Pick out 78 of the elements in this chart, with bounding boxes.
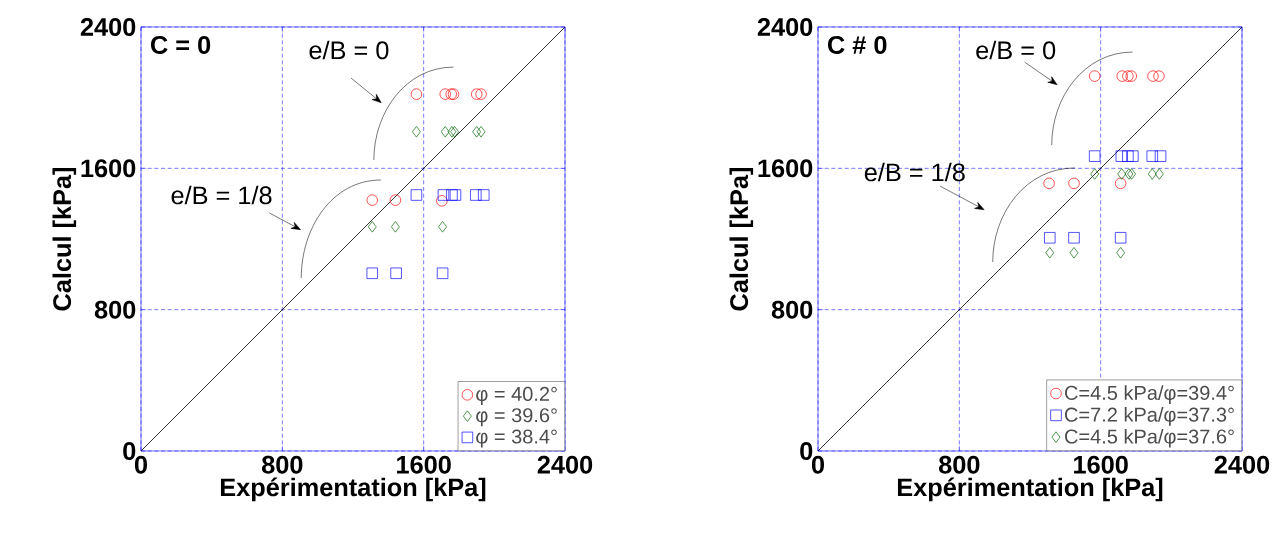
- point: [1154, 168, 1164, 180]
- point: [1147, 70, 1159, 82]
- point: [472, 126, 482, 138]
- legend-label: C=7.2 kPa/φ=37.3°: [1065, 407, 1234, 426]
- point: [389, 194, 402, 206]
- point: [1044, 232, 1056, 244]
- point: [436, 195, 448, 207]
- x-tick-label: 2400: [1214, 455, 1270, 474]
- point: [1116, 70, 1128, 82]
- legend-label: C=4.5 kPa/φ=37.6°: [1065, 428, 1234, 448]
- point: [391, 221, 400, 233]
- point: [390, 267, 402, 279]
- point: [367, 221, 377, 233]
- point: [476, 126, 486, 138]
- annotation: C # 0: [828, 35, 887, 54]
- point: [366, 194, 378, 206]
- y-axis-title: Calcul [kPa]: [729, 167, 754, 311]
- point: [470, 189, 482, 201]
- x-tick-label: 800: [262, 455, 303, 474]
- point: [1069, 247, 1079, 259]
- x-tick-label: 1600: [397, 455, 451, 474]
- point: [366, 267, 378, 279]
- legend-label: φ = 39.6°: [476, 408, 557, 427]
- point: [1122, 150, 1134, 162]
- y-tick-label: 2400: [80, 18, 136, 36]
- point: [412, 126, 421, 138]
- y-tick-label: 1600: [758, 159, 813, 178]
- point: [1154, 150, 1167, 162]
- point: [1147, 168, 1157, 180]
- point: [446, 189, 458, 201]
- legend-label: C=4.5 kPa/φ=39.4°: [1065, 385, 1234, 404]
- point: [1090, 168, 1100, 180]
- point: [1088, 70, 1101, 82]
- point: [475, 88, 487, 100]
- point: [471, 88, 483, 100]
- point: [1117, 168, 1127, 180]
- y-tick-label: 0: [800, 442, 813, 460]
- x-axis-title: Expérimentation [kPa]: [220, 477, 486, 502]
- point: [1043, 177, 1055, 190]
- point: [1068, 232, 1080, 244]
- y-axis-title: Calcul [kPa]: [52, 167, 77, 311]
- x-axis-title: Expérimentation [kPa]: [897, 477, 1163, 502]
- annotation: e/B = 1/8: [864, 162, 965, 182]
- point: [439, 88, 451, 100]
- y-tick-label: 800: [771, 300, 813, 319]
- legend-label: φ = 38.4°: [476, 429, 557, 448]
- y-tick-label: 0: [123, 442, 136, 460]
- point: [1114, 232, 1127, 244]
- point: [436, 267, 449, 279]
- y-tick-label: 2400: [757, 18, 813, 36]
- x-tick-label: 0: [134, 455, 148, 474]
- point: [410, 88, 423, 100]
- x-tick-label: 1600: [1074, 455, 1128, 474]
- point: [1114, 177, 1127, 190]
- x-tick-label: 800: [939, 455, 980, 474]
- annotation: e/B = 0: [309, 40, 389, 60]
- point: [1116, 247, 1125, 259]
- point: [1127, 150, 1139, 162]
- x-tick-label: 0: [811, 455, 825, 474]
- point: [1153, 70, 1165, 82]
- point: [478, 189, 490, 201]
- point: [1045, 247, 1055, 259]
- point: [1088, 150, 1101, 162]
- point: [437, 189, 450, 201]
- point: [449, 189, 462, 201]
- y-tick-label: 800: [94, 300, 136, 319]
- point: [410, 189, 423, 201]
- legend-label: φ = 40.2°: [476, 386, 557, 405]
- point: [438, 221, 447, 233]
- annotation: e/B = 1/8: [171, 185, 272, 205]
- annotation: e/B = 0: [976, 40, 1056, 60]
- x-tick-label: 2400: [537, 455, 593, 474]
- point: [1068, 177, 1080, 190]
- point: [1146, 150, 1158, 162]
- annotation: C = 0: [151, 35, 211, 54]
- y-tick-label: 1600: [81, 159, 136, 178]
- point: [440, 126, 450, 138]
- point: [1115, 150, 1128, 162]
